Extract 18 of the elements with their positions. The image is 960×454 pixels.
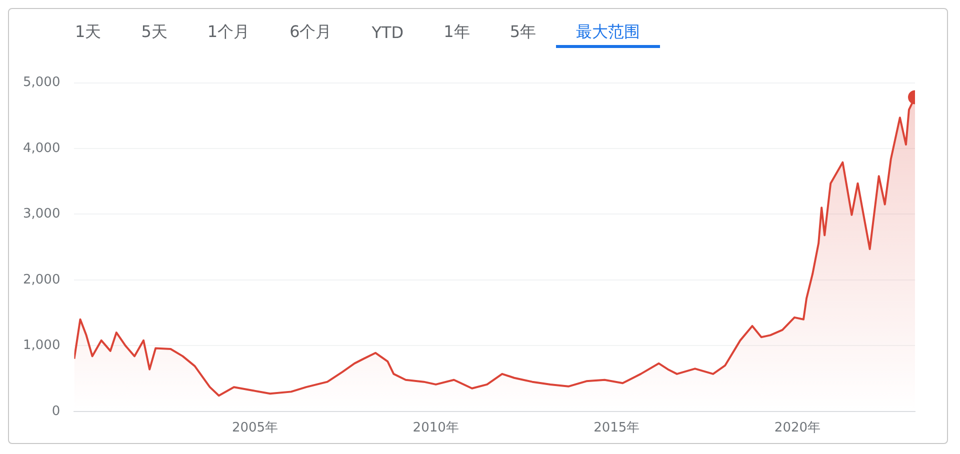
y-tick-label: 0 (52, 404, 60, 419)
text: YTD (370, 23, 405, 44)
text: 5年 (508, 22, 537, 43)
y-tick-label: 5,000 (23, 75, 60, 90)
y-tick-label: 3,000 (23, 206, 60, 222)
text: 1天 (74, 22, 102, 43)
text: 最大范围 (556, 22, 660, 48)
text: 1个月 (206, 22, 251, 43)
text: 6个月 (288, 22, 333, 43)
text: 5天 (140, 22, 168, 43)
x-tick-label: 2005年 (232, 420, 278, 436)
y-tick-label: 2,000 (23, 272, 60, 288)
y-tick-label: 4,000 (23, 140, 60, 156)
x-tick-label: 2015年 (594, 420, 640, 436)
x-tick-label: 2020年 (774, 420, 821, 436)
x-tick-label: 2010年 (412, 420, 459, 436)
text: 1年 (442, 22, 471, 43)
y-tick-label: 1,000 (23, 338, 60, 354)
